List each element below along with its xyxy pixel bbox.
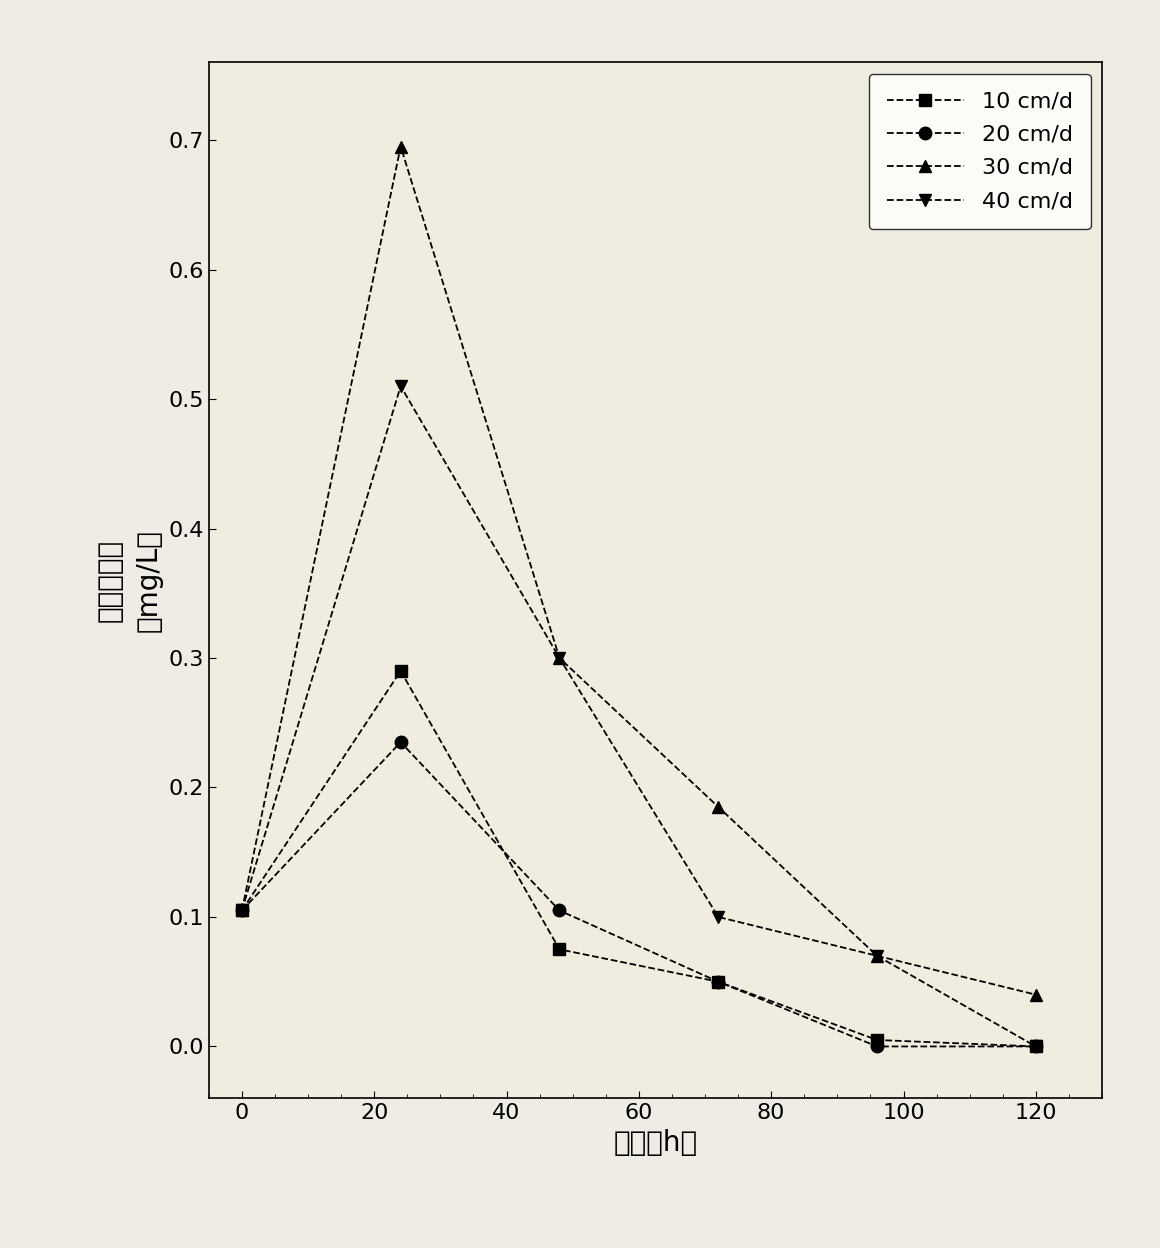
Line: 20 cm/d: 20 cm/d: [235, 736, 1042, 1053]
10 cm/d: [393, 664, 407, 679]
40 cm/d: [711, 910, 725, 925]
30 cm/d: [1029, 987, 1043, 1002]
30 cm/d: [393, 139, 407, 154]
10 cm/d: [870, 1032, 884, 1047]
10 cm/d: [235, 904, 249, 919]
Y-axis label: 亚硒酸盐氮
（mg/L）: 亚硒酸盐氮 （mg/L）: [96, 529, 162, 631]
40 cm/d: [235, 904, 249, 919]
Line: 10 cm/d: 10 cm/d: [235, 665, 1042, 1053]
20 cm/d: [870, 1038, 884, 1053]
40 cm/d: [552, 650, 566, 665]
20 cm/d: [235, 904, 249, 919]
10 cm/d: [711, 975, 725, 990]
30 cm/d: [552, 650, 566, 665]
Line: 30 cm/d: 30 cm/d: [235, 140, 1042, 1001]
20 cm/d: [393, 735, 407, 750]
20 cm/d: [1029, 1038, 1043, 1053]
Legend: 10 cm/d, 20 cm/d, 30 cm/d, 40 cm/d: 10 cm/d, 20 cm/d, 30 cm/d, 40 cm/d: [869, 74, 1090, 230]
20 cm/d: [552, 904, 566, 919]
40 cm/d: [870, 948, 884, 963]
30 cm/d: [870, 948, 884, 963]
20 cm/d: [711, 975, 725, 990]
30 cm/d: [235, 904, 249, 919]
10 cm/d: [552, 942, 566, 957]
X-axis label: 时间（h）: 时间（h）: [614, 1128, 697, 1157]
40 cm/d: [393, 378, 407, 393]
10 cm/d: [1029, 1038, 1043, 1053]
Line: 40 cm/d: 40 cm/d: [235, 379, 1042, 1053]
30 cm/d: [711, 800, 725, 815]
40 cm/d: [1029, 1038, 1043, 1053]
